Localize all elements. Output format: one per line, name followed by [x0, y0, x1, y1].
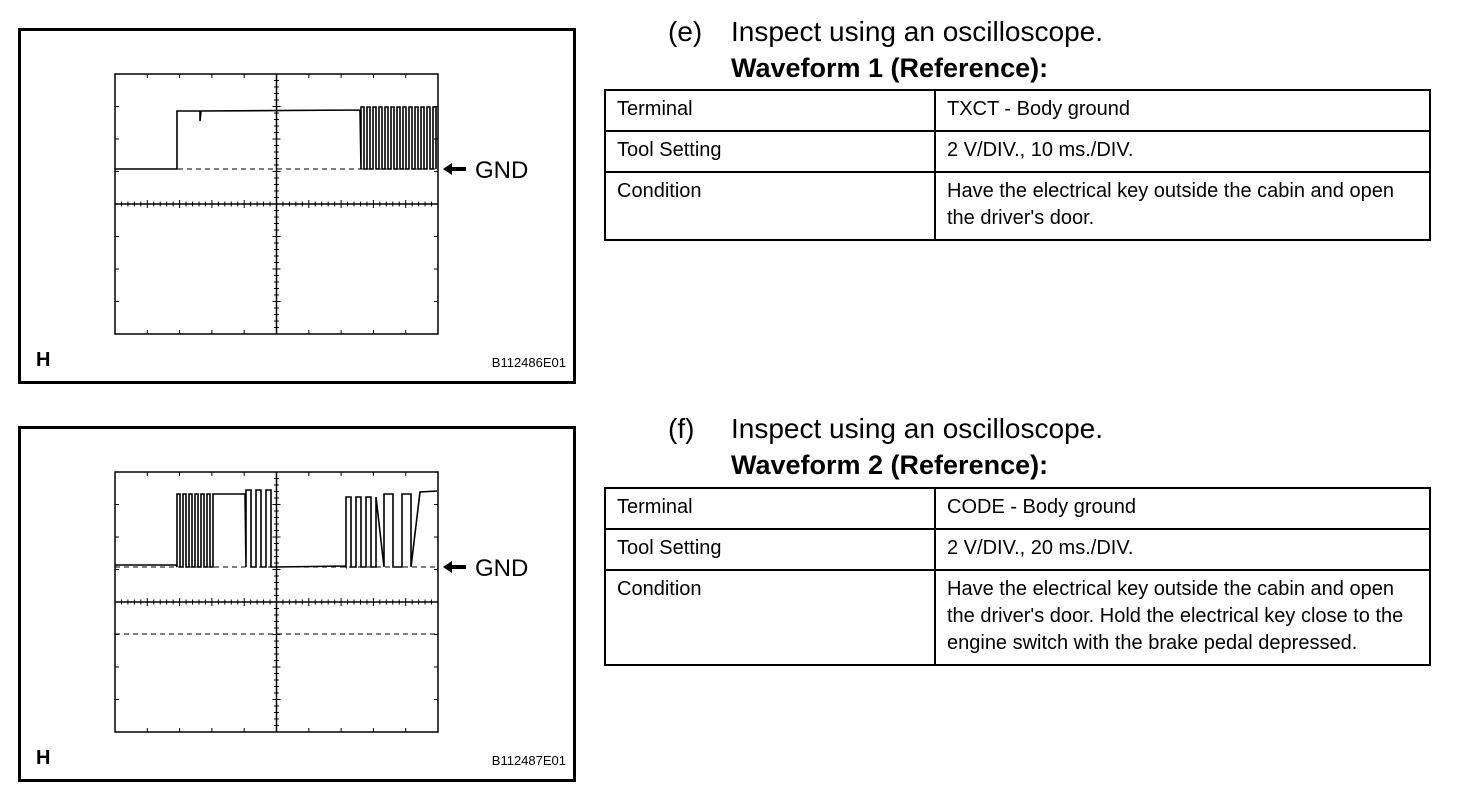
figure-code: B112487E01: [492, 753, 566, 768]
step-label: (e): [668, 16, 703, 47]
table-row: Condition Have the electrical key outside…: [604, 569, 1431, 666]
spec-table: Terminal TXCT - Body ground Tool Setting 2…: [604, 89, 1431, 241]
gnd-arrow: [443, 163, 466, 175]
heading: Inspect using an oscilloscope.: [731, 16, 1103, 47]
figure-code: B112486E01: [492, 355, 566, 370]
cell: Terminal: [604, 487, 936, 530]
cell: Condition: [604, 171, 936, 241]
gnd-label: GND: [475, 555, 528, 582]
waveform: [115, 106, 437, 170]
figure-frame: [18, 28, 576, 384]
cell: Tool Setting: [604, 130, 936, 173]
cell: Condition: [604, 569, 936, 666]
cell: Have the electrical key outside the cabi…: [934, 171, 1431, 241]
subheading: Waveform 1 (Reference):: [731, 53, 1049, 83]
waveform: [115, 489, 438, 569]
corner-label: H: [36, 349, 50, 371]
table-row: Tool Setting 2 V/DIV., 10 ms./DIV.: [604, 130, 1431, 173]
table-row: Tool Setting 2 V/DIV., 20 ms./DIV.: [604, 528, 1431, 571]
step-label: (f): [668, 413, 695, 444]
table-row: Terminal CODE - Body ground: [604, 487, 1431, 530]
figure-frame: [18, 426, 576, 782]
cell: Have the electrical key outside the cabi…: [934, 569, 1431, 666]
cell: 2 V/DIV., 10 ms./DIV.: [934, 130, 1431, 173]
gnd-arrow: [443, 561, 466, 573]
corner-label: H: [36, 747, 50, 769]
cell: Tool Setting: [604, 528, 936, 571]
heading: Inspect using an oscilloscope.: [731, 413, 1103, 444]
spec-table: Terminal CODE - Body ground Tool Setting 2…: [604, 487, 1431, 666]
cell: TXCT - Body ground: [934, 89, 1431, 132]
table-row: Terminal TXCT - Body ground: [604, 89, 1431, 132]
gnd-label: GND: [475, 157, 528, 184]
cell: Terminal: [604, 89, 936, 132]
cell: 2 V/DIV., 20 ms./DIV.: [934, 528, 1431, 571]
subheading: Waveform 2 (Reference):: [731, 450, 1049, 480]
table-row: Condition Have the electrical key outside…: [604, 171, 1431, 241]
cell: CODE - Body ground: [934, 487, 1431, 530]
